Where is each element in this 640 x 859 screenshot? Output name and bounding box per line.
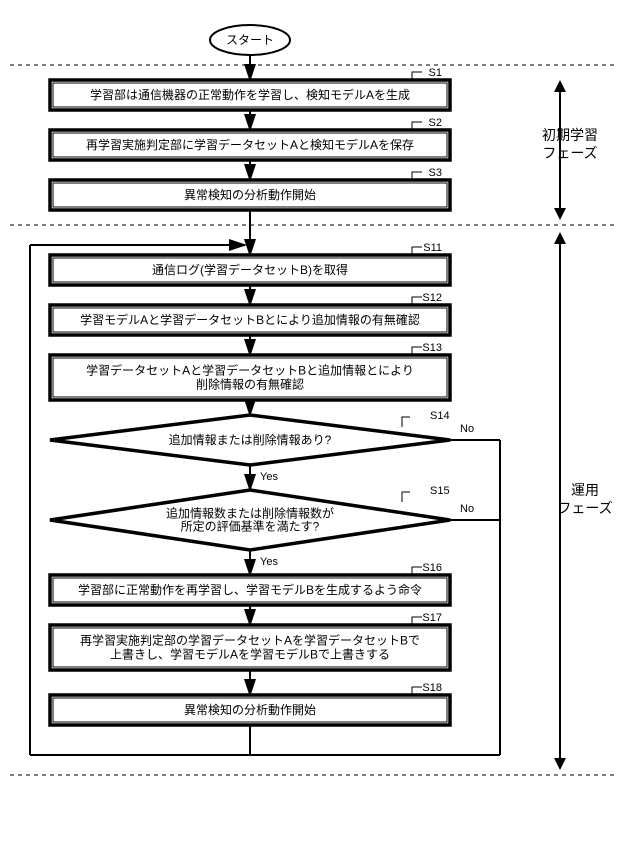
step-id-S12: S12 (422, 292, 442, 304)
decision-id-S14: S14 (430, 410, 450, 422)
svg-text:学習部に正常動作を再学習し、学習モデルBを生成するよう命令: 学習部に正常動作を再学習し、学習モデルBを生成するよう命令 (78, 582, 422, 597)
step-id-S11: S11 (423, 242, 442, 254)
step-id-S3: S3 (429, 167, 442, 179)
phase-label: 運用 (571, 482, 599, 498)
svg-text:削除情報の有無確認: 削除情報の有無確認 (196, 377, 304, 392)
step-id-S2: S2 (429, 117, 442, 129)
step-id-S1: S1 (429, 67, 442, 79)
svg-text:フェーズ: フェーズ (542, 145, 597, 161)
svg-text:所定の評価基準を満たす?: 所定の評価基準を満たす? (181, 519, 320, 534)
svg-text:異常検知の分析動作開始: 異常検知の分析動作開始 (184, 703, 316, 717)
svg-text:再学習実施判定部の学習データセットAを学習データセットBで: 再学習実施判定部の学習データセットAを学習データセットBで (80, 633, 420, 648)
step-id-S17: S17 (422, 612, 442, 624)
svg-text:追加情報または削除情報あり?: 追加情報または削除情報あり? (169, 432, 332, 447)
svg-text:上書きし、学習モデルAを学習モデルBで上書きする: 上書きし、学習モデルAを学習モデルBで上書きする (110, 647, 390, 662)
step-id-S16: S16 (422, 562, 442, 574)
svg-text:No: No (460, 423, 474, 435)
decision-id-S15: S15 (430, 485, 450, 497)
phase-label: 初期学習 (542, 127, 598, 143)
svg-text:追加情報数または削除情報数が: 追加情報数または削除情報数が (166, 506, 334, 521)
svg-text:学習部は通信機器の正常動作を学習し、検知モデルAを生成: 学習部は通信機器の正常動作を学習し、検知モデルAを生成 (90, 87, 410, 102)
step-id-S13: S13 (422, 342, 442, 354)
svg-text:フェーズ: フェーズ (557, 500, 612, 516)
svg-text:Yes: Yes (260, 556, 278, 568)
start-label: スタート (226, 33, 274, 47)
svg-text:再学習実施判定部に学習データセットAと検知モデルAを保存: 再学習実施判定部に学習データセットAと検知モデルAを保存 (86, 137, 414, 152)
svg-text:Yes: Yes (260, 471, 278, 483)
svg-text:通信ログ(学習データセットB)を取得: 通信ログ(学習データセットB)を取得 (152, 262, 348, 277)
svg-text:異常検知の分析動作開始: 異常検知の分析動作開始 (184, 188, 316, 202)
svg-text:学習データセットAと学習データセットBと追加情報とにより: 学習データセットAと学習データセットBと追加情報とにより (86, 363, 414, 378)
svg-text:No: No (460, 503, 474, 515)
svg-text:学習モデルAと学習データセットBとにより追加情報の有無確認: 学習モデルAと学習データセットBとにより追加情報の有無確認 (80, 312, 420, 327)
step-id-S18: S18 (422, 682, 442, 694)
